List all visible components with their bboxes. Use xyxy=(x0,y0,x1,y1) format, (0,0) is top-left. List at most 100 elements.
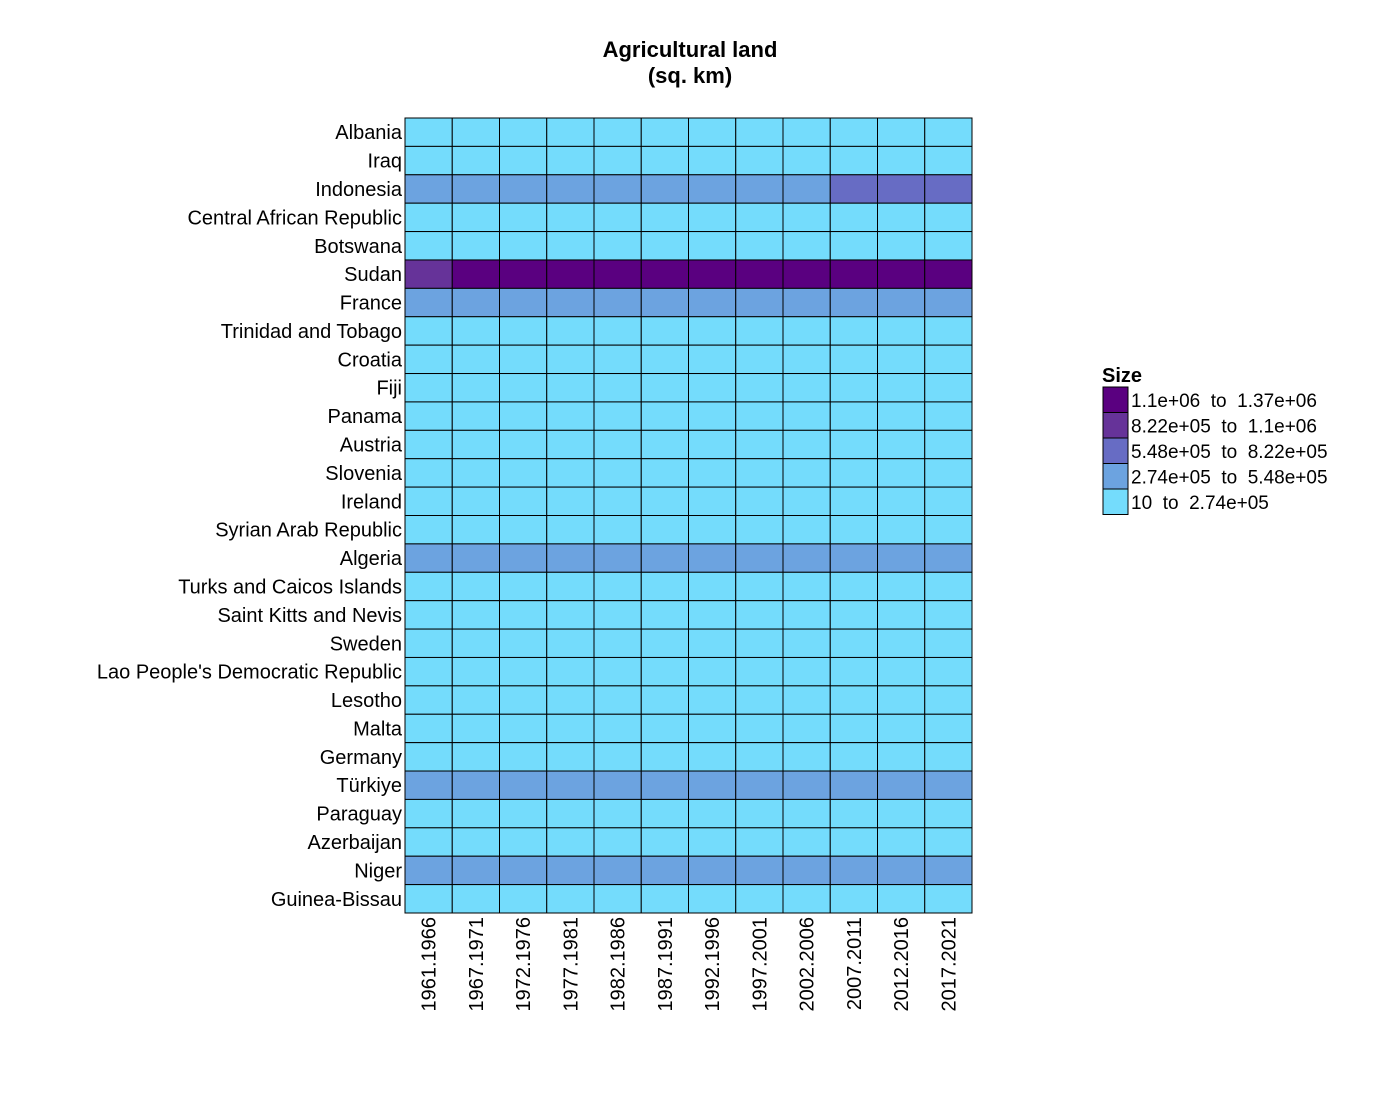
heatmap-cell xyxy=(877,145,926,176)
heatmap-cell xyxy=(782,515,831,545)
heatmap-cell xyxy=(829,145,878,176)
heatmap-cell xyxy=(782,174,831,204)
heatmap-cell xyxy=(404,855,453,886)
heatmap-cell xyxy=(451,373,500,403)
heatmap-cell xyxy=(688,656,737,687)
heatmap-cell xyxy=(593,117,642,147)
row-label: Sudan xyxy=(344,264,402,286)
legend-label: 8.22e+05 to 1.1e+06 xyxy=(1131,416,1317,437)
heatmap-cell xyxy=(499,798,548,829)
column-label: 1977.1981 xyxy=(560,917,582,1012)
legend-swatch xyxy=(1102,437,1129,464)
column-label: 1992.1996 xyxy=(702,917,724,1012)
heatmap-cell xyxy=(499,770,548,800)
heatmap-cell xyxy=(735,571,784,602)
heatmap-cell xyxy=(782,117,831,147)
heatmap-cell xyxy=(688,628,737,658)
heatmap-cell xyxy=(451,600,500,630)
heatmap-cell xyxy=(877,259,926,289)
heatmap-cell xyxy=(735,117,784,147)
heatmap-cell xyxy=(782,770,831,800)
heatmap-cell xyxy=(404,344,453,375)
heatmap-cell xyxy=(782,884,831,914)
row-label: Albania xyxy=(335,122,403,144)
heatmap-cell xyxy=(688,259,737,289)
heatmap-cell xyxy=(924,401,973,431)
row-label: Lao People's Democratic Republic xyxy=(97,662,402,684)
heatmap-cell xyxy=(688,798,737,829)
heatmap-cell xyxy=(688,827,737,857)
heatmap-cell xyxy=(829,543,878,573)
heatmap-cell xyxy=(640,202,689,233)
row-labels: Albania Iraq Indonesia Central African Repu… xyxy=(97,122,403,911)
heatmap-cell xyxy=(640,145,689,176)
row-label: France xyxy=(340,293,402,315)
heatmap-cell xyxy=(499,202,548,233)
heatmap-cell xyxy=(404,770,453,800)
heatmap-cell xyxy=(404,458,453,488)
heatmap-cell xyxy=(451,656,500,687)
heatmap-cell xyxy=(499,884,548,914)
heatmap-cell xyxy=(735,373,784,403)
heatmap-cell xyxy=(404,145,453,176)
heatmap-cell xyxy=(451,742,500,772)
heatmap-cell xyxy=(404,117,453,147)
heatmap-cell xyxy=(451,117,500,147)
row-label: Niger xyxy=(354,860,402,882)
heatmap-cell xyxy=(640,798,689,829)
heatmap-cell xyxy=(782,458,831,488)
heatmap-cell xyxy=(451,855,500,886)
row-label: Central African Republic xyxy=(187,207,402,229)
heatmap-cell xyxy=(924,656,973,687)
heatmap-cell xyxy=(546,145,595,176)
heatmap-cell xyxy=(499,628,548,658)
heatmap-cell xyxy=(735,231,784,261)
heatmap-cell xyxy=(735,401,784,431)
heatmap-cell xyxy=(546,628,595,658)
heatmap-cell xyxy=(829,458,878,488)
heatmap-cell xyxy=(688,486,737,517)
heatmap-cell xyxy=(829,827,878,857)
legend-swatch xyxy=(1102,488,1129,515)
heatmap-cell xyxy=(499,600,548,630)
heatmap-cell xyxy=(735,429,784,460)
heatmap-cell xyxy=(688,685,737,715)
heatmap-cell xyxy=(735,713,784,744)
heatmap-cell xyxy=(546,117,595,147)
heatmap-cell xyxy=(735,884,784,914)
row-label: Sweden xyxy=(330,633,402,655)
heatmap-cell xyxy=(782,571,831,602)
heatmap-cell xyxy=(546,486,595,517)
heatmap-cell xyxy=(688,117,737,147)
heatmap-cell xyxy=(924,373,973,403)
heatmap-cell xyxy=(404,656,453,687)
heatmap-cell xyxy=(877,713,926,744)
heatmap-cell xyxy=(404,174,453,204)
heatmap-cell xyxy=(829,713,878,744)
heatmap-cell xyxy=(924,827,973,857)
heatmap-cell xyxy=(593,373,642,403)
heatmap-cell xyxy=(877,401,926,431)
heatmap-cell xyxy=(782,316,831,346)
heatmap-cell xyxy=(640,713,689,744)
heatmap-cell xyxy=(546,259,595,289)
heatmap-cell xyxy=(688,231,737,261)
heatmap-cell xyxy=(735,486,784,517)
heatmap-cell xyxy=(451,770,500,800)
heatmap-cell xyxy=(640,373,689,403)
heatmap-cell xyxy=(688,344,737,375)
heatmap-cell xyxy=(404,316,453,346)
heatmap-cell xyxy=(688,515,737,545)
heatmap-cell xyxy=(593,316,642,346)
heatmap-cell xyxy=(640,344,689,375)
heatmap-cell xyxy=(877,628,926,658)
heatmap-cell xyxy=(877,117,926,147)
heatmap-cell xyxy=(877,770,926,800)
heatmap-cell xyxy=(688,884,737,914)
heatmap-cell xyxy=(924,458,973,488)
heatmap-cell xyxy=(499,174,548,204)
heatmap-cell xyxy=(640,458,689,488)
heatmap-cell xyxy=(877,458,926,488)
heatmap-cell xyxy=(924,798,973,829)
heatmap-cell xyxy=(546,287,595,318)
